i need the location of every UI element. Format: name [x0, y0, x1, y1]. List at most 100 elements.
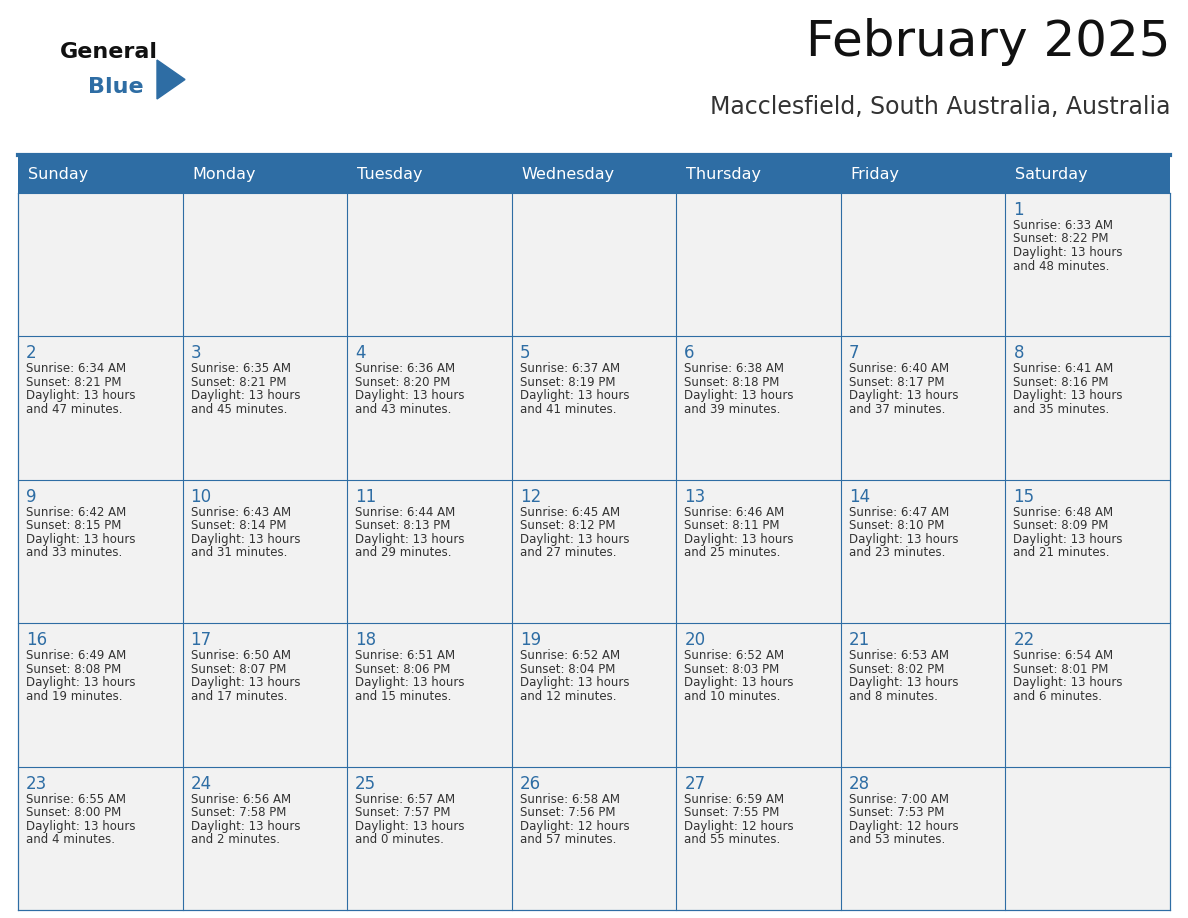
Text: and 10 minutes.: and 10 minutes. — [684, 689, 781, 702]
Text: Daylight: 13 hours: Daylight: 13 hours — [684, 677, 794, 689]
Bar — [183, 623, 347, 767]
Bar — [512, 193, 676, 336]
Text: and 39 minutes.: and 39 minutes. — [684, 403, 781, 416]
Bar — [18, 623, 183, 767]
Text: Sunrise: 6:56 AM: Sunrise: 6:56 AM — [190, 792, 291, 806]
Bar — [18, 193, 183, 336]
Text: 25: 25 — [355, 775, 377, 792]
Text: Sunrise: 6:50 AM: Sunrise: 6:50 AM — [190, 649, 291, 662]
Text: Blue: Blue — [88, 77, 144, 97]
Text: Sunset: 8:18 PM: Sunset: 8:18 PM — [684, 375, 779, 389]
Text: Sunrise: 6:42 AM: Sunrise: 6:42 AM — [26, 506, 126, 519]
Text: Sunrise: 6:49 AM: Sunrise: 6:49 AM — [26, 649, 126, 662]
Bar — [841, 193, 1005, 336]
Bar — [183, 193, 347, 336]
Text: Sunset: 8:19 PM: Sunset: 8:19 PM — [519, 375, 615, 389]
Text: 13: 13 — [684, 487, 706, 506]
Text: and 0 minutes.: and 0 minutes. — [355, 834, 444, 846]
Text: Sunset: 8:11 PM: Sunset: 8:11 PM — [684, 520, 779, 532]
Bar — [347, 480, 512, 623]
Bar — [1005, 767, 1170, 910]
Text: 10: 10 — [190, 487, 211, 506]
Text: Sunrise: 6:40 AM: Sunrise: 6:40 AM — [849, 363, 949, 375]
Text: and 15 minutes.: and 15 minutes. — [355, 689, 451, 702]
Text: Sunset: 8:02 PM: Sunset: 8:02 PM — [849, 663, 944, 676]
Text: Daylight: 13 hours: Daylight: 13 hours — [519, 532, 630, 546]
Text: Sunrise: 6:43 AM: Sunrise: 6:43 AM — [190, 506, 291, 519]
Text: Daylight: 13 hours: Daylight: 13 hours — [355, 532, 465, 546]
Bar — [512, 336, 676, 480]
Text: 27: 27 — [684, 775, 706, 792]
Text: Sunset: 8:08 PM: Sunset: 8:08 PM — [26, 663, 121, 676]
Text: Daylight: 13 hours: Daylight: 13 hours — [684, 389, 794, 402]
Text: and 4 minutes.: and 4 minutes. — [26, 834, 115, 846]
Text: and 19 minutes.: and 19 minutes. — [26, 689, 122, 702]
Text: and 37 minutes.: and 37 minutes. — [849, 403, 946, 416]
Text: 6: 6 — [684, 344, 695, 363]
Bar — [512, 767, 676, 910]
Text: Sunset: 8:22 PM: Sunset: 8:22 PM — [1013, 232, 1108, 245]
Text: Daylight: 12 hours: Daylight: 12 hours — [519, 820, 630, 833]
Text: Sunrise: 6:59 AM: Sunrise: 6:59 AM — [684, 792, 784, 806]
Text: and 2 minutes.: and 2 minutes. — [190, 834, 279, 846]
Bar — [1005, 623, 1170, 767]
Bar — [676, 193, 841, 336]
Text: Sunset: 8:16 PM: Sunset: 8:16 PM — [1013, 375, 1108, 389]
Text: Daylight: 13 hours: Daylight: 13 hours — [26, 532, 135, 546]
Text: Macclesfield, South Australia, Australia: Macclesfield, South Australia, Australia — [709, 95, 1170, 119]
Text: Daylight: 13 hours: Daylight: 13 hours — [26, 389, 135, 402]
Text: and 27 minutes.: and 27 minutes. — [519, 546, 617, 559]
Text: Daylight: 12 hours: Daylight: 12 hours — [684, 820, 794, 833]
Polygon shape — [157, 60, 185, 99]
Text: 7: 7 — [849, 344, 859, 363]
Text: 28: 28 — [849, 775, 870, 792]
Text: Sunset: 8:09 PM: Sunset: 8:09 PM — [1013, 520, 1108, 532]
Text: Sunset: 7:56 PM: Sunset: 7:56 PM — [519, 806, 615, 819]
Text: 26: 26 — [519, 775, 541, 792]
Text: and 31 minutes.: and 31 minutes. — [190, 546, 287, 559]
Text: 19: 19 — [519, 632, 541, 649]
Bar — [676, 767, 841, 910]
Text: and 35 minutes.: and 35 minutes. — [1013, 403, 1110, 416]
Text: and 12 minutes.: and 12 minutes. — [519, 689, 617, 702]
Bar — [676, 336, 841, 480]
Text: 12: 12 — [519, 487, 541, 506]
Text: Sunset: 7:58 PM: Sunset: 7:58 PM — [190, 806, 286, 819]
Text: Sunrise: 6:48 AM: Sunrise: 6:48 AM — [1013, 506, 1113, 519]
Text: Daylight: 12 hours: Daylight: 12 hours — [849, 820, 959, 833]
Text: February 2025: February 2025 — [805, 18, 1170, 66]
Bar — [183, 480, 347, 623]
Text: Daylight: 13 hours: Daylight: 13 hours — [355, 820, 465, 833]
Text: and 33 minutes.: and 33 minutes. — [26, 546, 122, 559]
Text: 9: 9 — [26, 487, 37, 506]
Text: Friday: Friday — [851, 166, 899, 182]
Text: and 45 minutes.: and 45 minutes. — [190, 403, 287, 416]
Text: Sunrise: 6:33 AM: Sunrise: 6:33 AM — [1013, 219, 1113, 232]
Text: 23: 23 — [26, 775, 48, 792]
Text: Sunset: 8:03 PM: Sunset: 8:03 PM — [684, 663, 779, 676]
Text: 17: 17 — [190, 632, 211, 649]
Text: Sunrise: 6:37 AM: Sunrise: 6:37 AM — [519, 363, 620, 375]
Bar — [18, 336, 183, 480]
Text: 1: 1 — [1013, 201, 1024, 219]
Text: 11: 11 — [355, 487, 377, 506]
Text: Sunrise: 7:00 AM: Sunrise: 7:00 AM — [849, 792, 949, 806]
Text: and 48 minutes.: and 48 minutes. — [1013, 260, 1110, 273]
Bar — [347, 623, 512, 767]
Text: 5: 5 — [519, 344, 530, 363]
Text: Sunrise: 6:52 AM: Sunrise: 6:52 AM — [519, 649, 620, 662]
Text: Sunset: 8:17 PM: Sunset: 8:17 PM — [849, 375, 944, 389]
Text: and 29 minutes.: and 29 minutes. — [355, 546, 451, 559]
Text: Sunrise: 6:35 AM: Sunrise: 6:35 AM — [190, 363, 291, 375]
Text: Sunset: 8:12 PM: Sunset: 8:12 PM — [519, 520, 615, 532]
Text: Thursday: Thursday — [687, 166, 762, 182]
Text: and 8 minutes.: and 8 minutes. — [849, 689, 937, 702]
Text: Sunrise: 6:53 AM: Sunrise: 6:53 AM — [849, 649, 949, 662]
Text: Daylight: 13 hours: Daylight: 13 hours — [1013, 246, 1123, 259]
Text: Sunday: Sunday — [29, 166, 88, 182]
Bar — [18, 767, 183, 910]
Text: Sunset: 8:04 PM: Sunset: 8:04 PM — [519, 663, 615, 676]
Bar — [512, 623, 676, 767]
Text: Sunset: 8:06 PM: Sunset: 8:06 PM — [355, 663, 450, 676]
Text: Sunset: 8:00 PM: Sunset: 8:00 PM — [26, 806, 121, 819]
